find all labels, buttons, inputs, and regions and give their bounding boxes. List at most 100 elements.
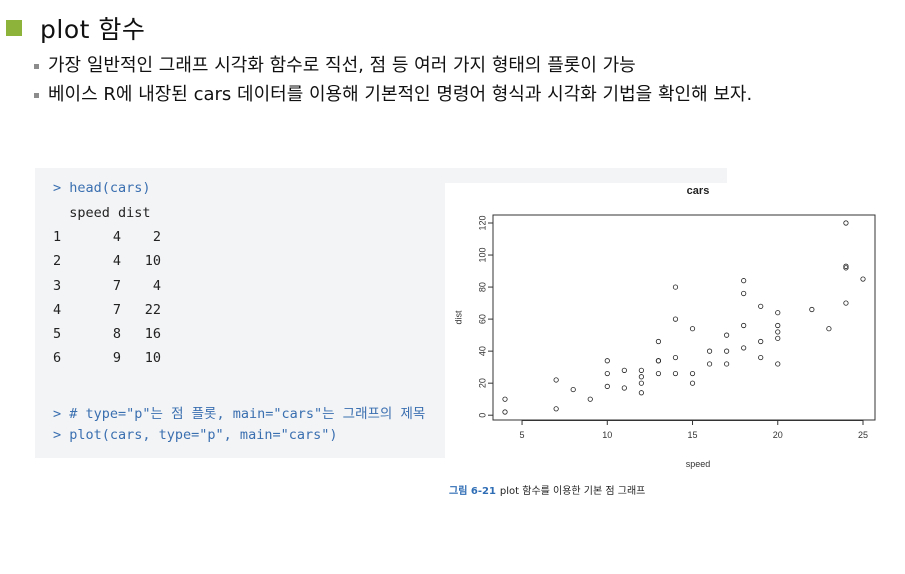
code-plot-command: > plot(cars, type="p", main="cars") [53, 427, 338, 443]
y-tick-label: 40 [477, 346, 487, 356]
plot-frame [492, 214, 876, 421]
row-dist: 22 [144, 302, 161, 318]
data-point [672, 316, 679, 322]
chart-title: cars [687, 185, 710, 197]
data-point [638, 367, 644, 373]
code-head-command: > head(cars) [53, 180, 151, 196]
y-axis-label: dist [453, 310, 463, 325]
data-point [775, 361, 781, 367]
data-point [775, 310, 781, 316]
data-point [638, 374, 644, 380]
y-tick-label: 60 [477, 314, 487, 324]
data-point [741, 278, 747, 284]
y-tick-label: 0 [477, 413, 487, 418]
data-point [604, 358, 610, 364]
data-point [655, 338, 662, 345]
row-dist: 2 [152, 229, 161, 245]
data-point [672, 284, 679, 290]
data-point [689, 380, 696, 386]
y-tick-label: 100 [477, 248, 487, 263]
data-point [638, 390, 644, 396]
row-dist: 10 [144, 350, 161, 366]
data-point [706, 361, 713, 367]
data-point [860, 276, 866, 282]
x-tick-label: 20 [773, 430, 783, 440]
figure-caption: 그림 6-21 plot 함수를 이용한 기본 점 그래프 [449, 482, 645, 497]
data-point [706, 348, 713, 354]
code-row: 2 4 10 [53, 253, 161, 269]
data-point [843, 220, 849, 226]
row-dist: 16 [144, 326, 161, 342]
data-point [502, 396, 508, 402]
y-tick-label: 20 [477, 378, 487, 388]
code-row: 3 7 4 [53, 278, 161, 294]
code-row: 1 4 2 [53, 229, 161, 245]
x-tick-label: 25 [858, 430, 868, 440]
y-tick-label: 80 [477, 282, 487, 292]
data-point [621, 385, 627, 391]
data-point [758, 354, 764, 361]
cars-scatter-plot: cars 5 10 15 20 25 speed 0 20 40 60 80 100 120 dist [453, 185, 876, 469]
code-comment: > # type="p"는 점 플롯, main="cars"는 그래프의 제목 [53, 406, 426, 422]
bullet-list: 가장 일반적인 그래프 시각화 함수로 직선, 점 등 여러 가지 형태의 플롯… [32, 54, 892, 112]
r-code-block: > head(cars) speed dist 1 4 2 2 4 10 3 7 4 4 7 2… [35, 168, 445, 458]
page-title: plot 함수 [40, 15, 146, 44]
data-point [809, 306, 815, 313]
row-speed: 7 [112, 302, 121, 318]
row-speed: 7 [112, 278, 121, 294]
row-index: 6 [53, 350, 62, 366]
data-point [570, 386, 576, 393]
row-index: 5 [53, 326, 62, 342]
data-point [826, 326, 832, 332]
row-speed: 4 [112, 253, 121, 269]
data-point [553, 377, 559, 383]
data-point [587, 396, 593, 402]
row-speed: 4 [112, 229, 121, 245]
data-point [843, 300, 849, 306]
x-tick-label: 5 [520, 430, 525, 440]
data-point [638, 380, 644, 386]
data-point [775, 322, 781, 329]
row-index: 4 [53, 302, 62, 318]
data-point [655, 370, 662, 377]
slide-title: plot 함수 [6, 10, 145, 46]
code-row: 5 8 16 [53, 326, 161, 342]
data-point [724, 332, 730, 338]
bullet-square-icon [34, 64, 39, 69]
data-point [741, 322, 747, 329]
code-row: 4 7 22 [53, 302, 161, 318]
data-point [689, 370, 696, 377]
code-block-extension [445, 168, 727, 183]
data-point [502, 409, 508, 415]
row-index: 1 [53, 229, 62, 245]
data-point [741, 290, 747, 297]
figure-number: 그림 6-21 [449, 486, 496, 497]
data-point [741, 345, 747, 351]
bullet-item: 가장 일반적인 그래프 시각화 함수로 직선, 점 등 여러 가지 형태의 플롯… [32, 54, 892, 78]
data-point [553, 406, 559, 412]
title-bullet-square [6, 20, 22, 36]
data-point [621, 367, 627, 373]
data-point [672, 370, 679, 377]
data-point [758, 338, 764, 345]
bullet-text: 베이스 R에 내장된 cars 데이터를 이용해 기본적인 명령어 형식과 시각… [48, 84, 753, 105]
data-point [604, 383, 610, 389]
data-point [724, 348, 730, 354]
row-dist: 10 [144, 253, 161, 269]
row-index: 3 [53, 278, 62, 294]
data-point [672, 354, 679, 361]
data-point [775, 335, 781, 341]
row-speed: 8 [112, 326, 121, 342]
data-point [655, 358, 662, 364]
data-point [689, 326, 696, 332]
y-tick-label: 120 [477, 215, 487, 230]
bullet-item: 베이스 R에 내장된 cars 데이터를 이용해 기본적인 명령어 형식과 시각… [32, 83, 892, 107]
figure-caption-text: plot 함수를 이용한 기본 점 그래프 [499, 486, 646, 497]
code-row: 6 9 10 [53, 350, 161, 366]
row-speed: 9 [112, 350, 121, 366]
data-point [843, 265, 849, 271]
data-point [843, 263, 849, 269]
data-point [758, 303, 764, 309]
x-tick-label: 10 [602, 430, 612, 440]
data-point [604, 370, 610, 377]
